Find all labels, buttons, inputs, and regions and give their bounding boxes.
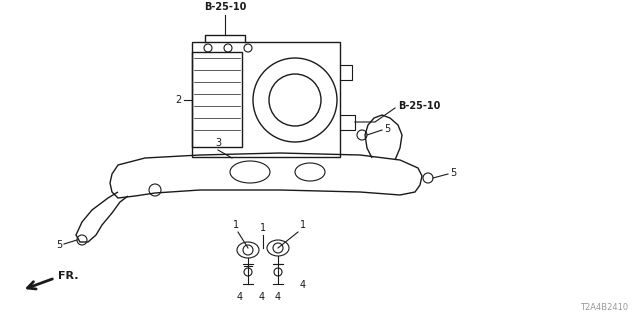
Text: 4: 4 (259, 292, 265, 302)
Text: 1: 1 (300, 220, 306, 230)
Text: 3: 3 (215, 138, 221, 148)
Text: 5: 5 (450, 168, 456, 178)
Text: 5: 5 (384, 124, 390, 134)
Text: FR.: FR. (58, 271, 79, 281)
Text: B-25-10: B-25-10 (398, 101, 440, 111)
Text: 2: 2 (176, 95, 182, 105)
Text: 1: 1 (260, 223, 266, 233)
Text: 5: 5 (56, 240, 62, 250)
Bar (192, 52, 242, 147)
Text: 1: 1 (233, 220, 239, 230)
Text: 4: 4 (275, 292, 281, 302)
Bar (192, 42, 340, 157)
Text: 4: 4 (237, 292, 243, 302)
Text: T2A4B2410: T2A4B2410 (580, 303, 628, 312)
Text: 4: 4 (300, 280, 306, 290)
Text: B-25-10: B-25-10 (204, 2, 246, 12)
